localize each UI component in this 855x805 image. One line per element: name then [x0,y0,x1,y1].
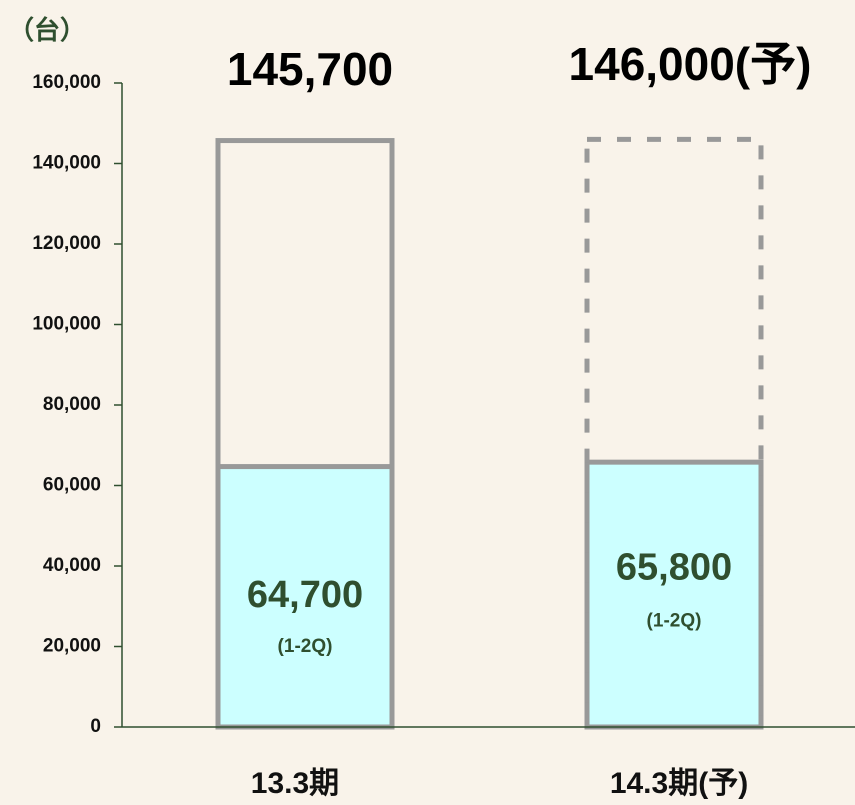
unit-label: （台） [8,15,86,45]
x-tick-label: 14.3期(予) [610,767,748,800]
y-tick-label: 120,000 [32,233,101,254]
y-tick-label: 0 [90,716,101,737]
total-label: 146,000(予) [569,38,812,90]
total-label: 145,700 [227,43,393,95]
series-label: (1-2Q) [278,636,333,657]
y-tick-label: 100,000 [32,314,101,335]
y-tick-label: 60,000 [43,475,101,496]
value-label: 65,800 [616,547,732,589]
value-label: 64,700 [247,574,363,616]
series-label: (1-2Q) [647,611,702,632]
bar-segment [584,459,764,730]
y-tick-label: 40,000 [43,555,101,576]
y-tick-label: 20,000 [43,636,101,657]
y-tick-label: 80,000 [43,394,101,415]
y-tick-label: 160,000 [32,72,101,93]
y-tick-label: 140,000 [32,153,101,174]
x-tick-label: 13.3期 [251,767,339,800]
